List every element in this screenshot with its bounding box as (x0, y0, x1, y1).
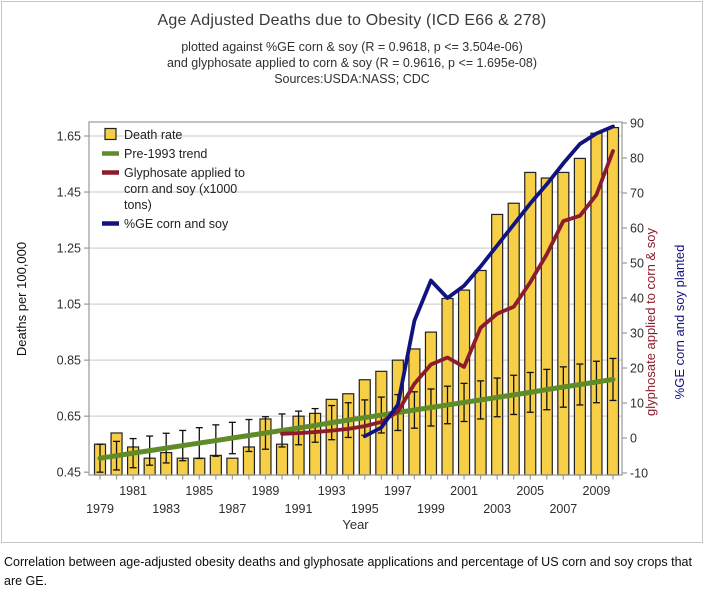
year-label: 2001 (450, 484, 478, 498)
chart-title: Age Adjusted Deaths due to Obesity (ICD … (157, 12, 547, 29)
legend-label: Death rate (124, 128, 182, 142)
chart-sources-line: Sources:USDA:NASS; CDC (274, 72, 430, 86)
legend-label: corn and soy (x1000 (124, 182, 237, 196)
left-tick-label: 0.85 (57, 354, 81, 368)
right-tick-label: 50 (630, 257, 644, 271)
year-label: 1987 (218, 502, 246, 516)
left-axis-title: Deaths per 100,000 (14, 242, 29, 356)
right-tick-label: 80 (630, 152, 644, 166)
right-tick-label: 70 (630, 187, 644, 201)
chart-subtitle-block: plotted against %GE corn & soy (R = 0.96… (2, 39, 702, 87)
death-rate-bar (474, 269, 487, 476)
ge-percent-line (362, 124, 615, 439)
right-tick-label: 60 (630, 222, 644, 236)
death-rate-bar (491, 213, 504, 476)
year-label: 2007 (549, 502, 577, 516)
left-tick-label: 1.25 (57, 242, 81, 256)
legend-label: tons) (124, 198, 152, 212)
chart-figure: 0.45 0.65 0.85 1.05 1.25 1.45 1.65 -10 0 10 20 30 40… (1, 1, 703, 543)
year-label: 2009 (583, 484, 611, 498)
right-tick-label: 90 (630, 117, 644, 131)
x-axis-title: Year (342, 517, 369, 532)
year-label: 1997 (384, 484, 412, 498)
legend-label: Pre-1993 trend (124, 147, 207, 161)
year-label: 1989 (252, 484, 280, 498)
right-tick-label: 20 (630, 362, 644, 376)
chart-canvas: 0.45 0.65 0.85 1.05 1.25 1.45 1.65 -10 0 10 20 30 40… (2, 2, 702, 542)
year-label: 1981 (119, 484, 147, 498)
left-tick-label: 0.65 (57, 410, 81, 424)
left-tick-label: 0.45 (57, 466, 81, 480)
death-rate-bar (606, 127, 620, 476)
year-label: 1993 (318, 484, 346, 498)
right-axis-title-ge: %GE corn and soy planted (672, 245, 687, 400)
left-tick-label: 1.65 (57, 130, 81, 144)
death-rate-bar (193, 457, 206, 476)
right-axis-title-glyphosate: glyphosate applied to corn & soy (643, 228, 658, 416)
left-tick-label: 1.05 (57, 298, 81, 312)
year-label: 1983 (152, 502, 180, 516)
death-rate-bar (226, 457, 239, 476)
right-tick-label: 30 (630, 327, 644, 341)
year-label: 1985 (185, 484, 213, 498)
legend-label: Glyphosate applied to (124, 166, 245, 180)
chart-subtitle-line1: plotted against %GE corn & soy (R = 0.96… (181, 40, 523, 54)
death-rate-bar (524, 171, 537, 476)
year-label: 1995 (351, 502, 379, 516)
pre-1993-trend-line (97, 376, 616, 461)
chart-subtitle-line2: and glyphosate applied to corn & soy (R … (166, 56, 538, 70)
glyphosate-line (280, 149, 615, 436)
death-rate-bar (275, 443, 289, 476)
figure-caption: Correlation between age-adjusted obesity… (4, 555, 692, 588)
legend-swatch-death-rate (104, 127, 117, 141)
year-label: 1979 (86, 502, 114, 516)
death-rate-bar (507, 202, 520, 476)
year-label: 2005 (516, 484, 544, 498)
year-label: 2003 (483, 502, 511, 516)
legend-label: %GE corn and soy (124, 217, 229, 231)
left-tick-label: 1.45 (57, 186, 81, 200)
right-tick-label: 40 (630, 292, 644, 306)
death-rate-bar (573, 157, 586, 476)
death-rate-bar (209, 454, 222, 476)
obesity-glyphosate-chart: 0.45 0.65 0.85 1.05 1.25 1.45 1.65 -10 0 10 20 30 40… (14, 117, 687, 532)
death-rate-bar (540, 177, 553, 476)
death-rate-bar (457, 289, 471, 476)
chart-header: Age Adjusted Deaths due to Obesity (ICD … (2, 12, 702, 87)
right-tick-label: 10 (630, 397, 644, 411)
right-tick-label: -10 (630, 467, 648, 481)
year-label: 1991 (285, 502, 313, 516)
right-tick-label: 0 (630, 432, 637, 446)
year-label: 1999 (417, 502, 445, 516)
